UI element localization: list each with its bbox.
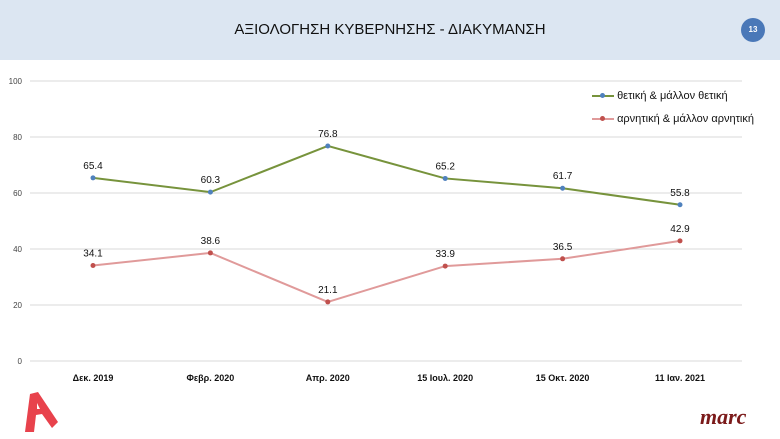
series-line [92, 144, 681, 206]
x-tick-label: 15 Ιουλ. 2020 [417, 373, 473, 383]
data-point [677, 202, 683, 208]
page-title: ΑΞΙΟΛΟΓΗΣΗ ΚΥΒΕΡΝΗΣΗΣ - ΔΙΑΚΥΜΑΝΣΗ [234, 21, 546, 38]
legend-label: αρνητική & μάλλον αρνητική [617, 113, 754, 125]
y-tick-label: 80 [13, 133, 22, 142]
data-point [442, 263, 448, 269]
data-label: 65.2 [435, 161, 455, 172]
page-number-badge: 13 [741, 18, 765, 42]
y-tick-label: 20 [13, 301, 22, 310]
data-label: 36.5 [553, 242, 573, 253]
y-tick-label: 0 [18, 357, 23, 366]
data-label: 60.3 [201, 175, 221, 186]
data-point [325, 299, 331, 305]
x-tick-label: Απρ. 2020 [306, 373, 350, 383]
y-tick-label: 60 [13, 189, 22, 198]
data-label: 33.9 [435, 249, 455, 260]
data-point [442, 175, 448, 181]
x-tick-label: 15 Οκτ. 2020 [536, 373, 590, 383]
data-label: 55.8 [670, 188, 690, 199]
alpha-logo [25, 392, 58, 432]
data-point [560, 256, 566, 262]
data-point [207, 189, 213, 195]
data-label: 61.7 [553, 171, 573, 182]
header-band [0, 0, 780, 60]
data-label: 76.8 [318, 129, 338, 140]
legend-item-positive: θετική & μάλλον θετική [592, 90, 728, 102]
data-point [90, 263, 96, 269]
data-point [325, 143, 331, 149]
x-tick-label: Φεβρ. 2020 [187, 373, 235, 383]
x-tick-label: Δεκ. 2019 [73, 373, 114, 383]
series-line [92, 239, 681, 303]
data-label: 38.6 [201, 236, 221, 247]
data-point [560, 185, 566, 191]
marc-logo: marc [700, 404, 747, 429]
data-label: 21.1 [318, 285, 338, 296]
data-label: 65.4 [83, 161, 103, 172]
y-tick-label: 40 [13, 245, 22, 254]
y-tick-label: 100 [9, 77, 23, 86]
data-point [207, 250, 213, 256]
data-label: 34.1 [83, 249, 103, 260]
data-point [677, 238, 683, 244]
data-label: 42.9 [670, 224, 690, 235]
legend-item-negative: αρνητική & μάλλον αρνητική [592, 113, 754, 125]
data-point [90, 175, 96, 181]
x-tick-label: 11 Ιαν. 2021 [655, 373, 705, 383]
legend-label: θετική & μάλλον θετική [617, 90, 728, 102]
